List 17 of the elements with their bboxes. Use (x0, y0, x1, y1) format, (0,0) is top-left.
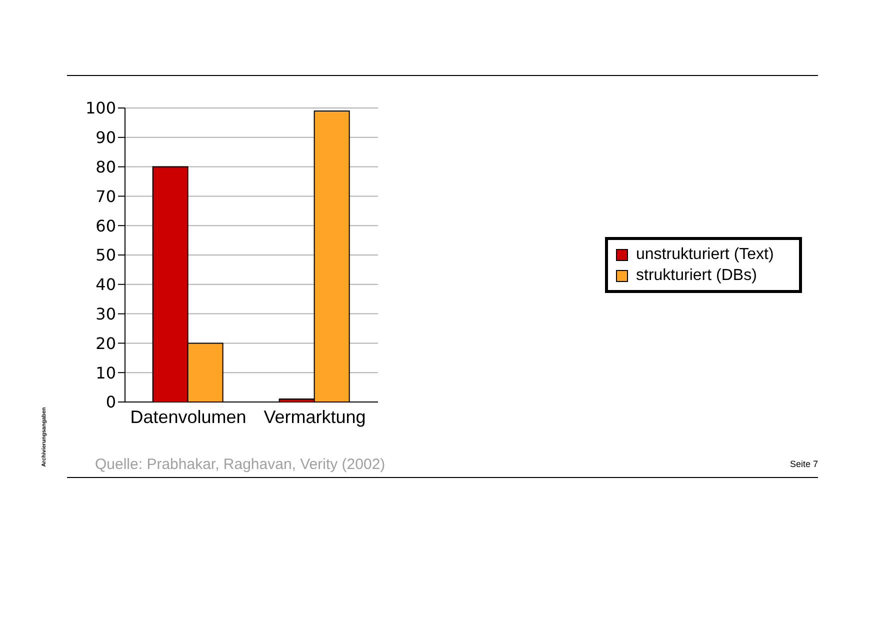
y-tick-label: 40 (96, 275, 116, 294)
y-tick-label: 70 (96, 186, 116, 206)
x-tick-label: Datenvolumen (130, 406, 246, 427)
y-tick-label: 80 (96, 157, 116, 176)
y-tick-label: 30 (96, 304, 116, 324)
y-tick-label: 20 (96, 334, 116, 353)
legend-label: strukturiert (DBs) (636, 266, 757, 284)
y-tick-label: 50 (96, 246, 116, 265)
source-note: Quelle: Prabhakar, Raghavan, Verity (2002) (95, 456, 386, 473)
y-tick-label: 10 (96, 363, 116, 382)
y-tick-label: 90 (96, 128, 116, 148)
x-tick-label: Vermarktung (264, 406, 366, 427)
y-tick-label: 60 (96, 216, 116, 236)
legend-label: unstrukturiert (Text) (636, 246, 774, 264)
y-tick-label: 100 (85, 98, 116, 118)
text: Seite 7 (790, 459, 818, 469)
y-tick-label: 0 (106, 392, 116, 412)
